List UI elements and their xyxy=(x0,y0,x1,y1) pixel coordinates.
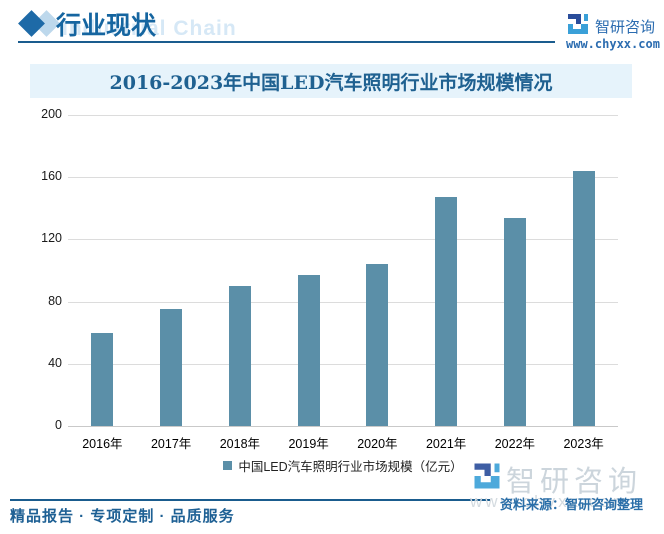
gridline-y-80 xyxy=(68,301,618,303)
x-axis-label-2019年: 2019年 xyxy=(288,437,329,451)
x-axis-label-2023年: 2023年 xyxy=(563,437,604,451)
watermark-logo-icon xyxy=(474,463,500,489)
bar-2016年 xyxy=(91,332,114,426)
bar-2019年 xyxy=(297,275,320,426)
y-axis-tick-80: 80 xyxy=(48,293,62,308)
gridline-y-200 xyxy=(68,115,618,116)
brand-logo-icon xyxy=(568,14,588,34)
x-axis-label-2020年: 2020年 xyxy=(357,437,398,451)
header-ghost-title: Industrial Chain xyxy=(62,17,237,40)
bar-2018年 xyxy=(228,286,251,426)
y-axis-tick-160: 160 xyxy=(41,169,62,184)
x-axis-label-2022年: 2022年 xyxy=(494,437,536,451)
header-title: 行业现状 xyxy=(56,11,157,40)
x-axis-label-2017年: 2017年 xyxy=(150,437,192,451)
bar-2021年 xyxy=(435,197,458,426)
gridline-y-0 xyxy=(68,426,618,427)
watermark-url: www.chyxx.com xyxy=(470,492,630,511)
bar-2020年 xyxy=(366,264,389,426)
header-rule xyxy=(18,41,555,43)
source-note: 资料来源：智研咨询整理 xyxy=(500,497,644,512)
gridline-y-160 xyxy=(68,177,618,179)
brand-url: www.chyxx.com xyxy=(566,37,660,51)
footer-tagline: 精品报告 · 专项定制 · 品质服务 xyxy=(10,508,235,525)
gridline-y-120 xyxy=(68,239,618,241)
y-axis-tick-120: 120 xyxy=(41,231,62,246)
watermark-text: 智研咨询 xyxy=(506,466,643,498)
brand-name: 智研咨询 xyxy=(595,19,656,36)
legend-label: 中国LED汽车照明行业市场规模（亿元） xyxy=(238,459,463,474)
x-axis-label-2021年: 2021年 xyxy=(425,437,467,451)
bar-2023年 xyxy=(572,170,595,426)
y-axis-tick-40: 40 xyxy=(48,355,62,370)
chart-title: 2016-2023年中国LED汽车照明行业市场规模情况 xyxy=(109,71,553,94)
gridline-y-40 xyxy=(68,363,618,365)
bar-2022年 xyxy=(503,217,526,426)
bar-2017年 xyxy=(160,309,183,426)
legend-marker xyxy=(223,460,233,470)
x-axis-label-2016年: 2016年 xyxy=(82,437,123,451)
y-axis-tick-200: 200 xyxy=(41,107,62,121)
footer-rule xyxy=(10,499,490,501)
y-axis-tick-0: 0 xyxy=(55,418,62,432)
chart-legend: 中国LED汽车照明行业市场规模（亿元） xyxy=(68,457,618,474)
chart-title-band: 2016-2023年中国LED汽车照明行业市场规模情况 xyxy=(30,64,632,98)
x-axis-label-2018年: 2018年 xyxy=(219,437,261,451)
